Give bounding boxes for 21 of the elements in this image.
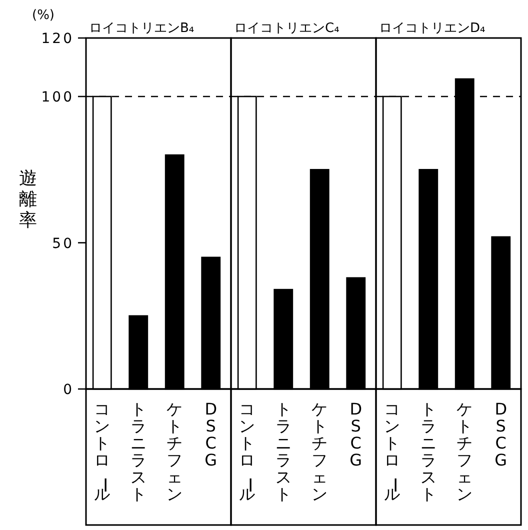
chart-title: ロイコトリエンC₄ bbox=[234, 21, 340, 36]
x-tick-label: DSCG bbox=[204, 400, 218, 470]
x-tick-label: DSCG bbox=[350, 400, 362, 470]
x-tick-label: ケトチフェン bbox=[166, 400, 183, 504]
chart-title: ロイコトリエンD₄ bbox=[379, 21, 486, 36]
x-tick-label: コントロール bbox=[384, 400, 405, 504]
x-tick-label: トラニラスト bbox=[420, 400, 436, 504]
x-tick-label: トラニラスト bbox=[275, 400, 292, 504]
x-tick-label: コントロール bbox=[94, 400, 115, 504]
text: (%) bbox=[32, 8, 54, 23]
x-tick-label: トラニラスト bbox=[130, 400, 146, 504]
x-tick-label: コントロール bbox=[239, 400, 260, 504]
y-tick-label: 100 bbox=[41, 90, 74, 106]
y-axis-title: 遊離率 bbox=[19, 168, 37, 231]
chart-title: ロイコトリエンB₄ bbox=[89, 21, 194, 36]
x-tick-label: DSCG bbox=[494, 400, 508, 470]
y-tick-label: 0 bbox=[63, 382, 74, 398]
y-tick-label: 50 bbox=[52, 236, 74, 252]
y-tick-label: 120 bbox=[41, 31, 74, 47]
x-tick-label: ケトチフェン bbox=[456, 400, 473, 504]
x-tick-label: ケトチフェン bbox=[312, 400, 328, 504]
